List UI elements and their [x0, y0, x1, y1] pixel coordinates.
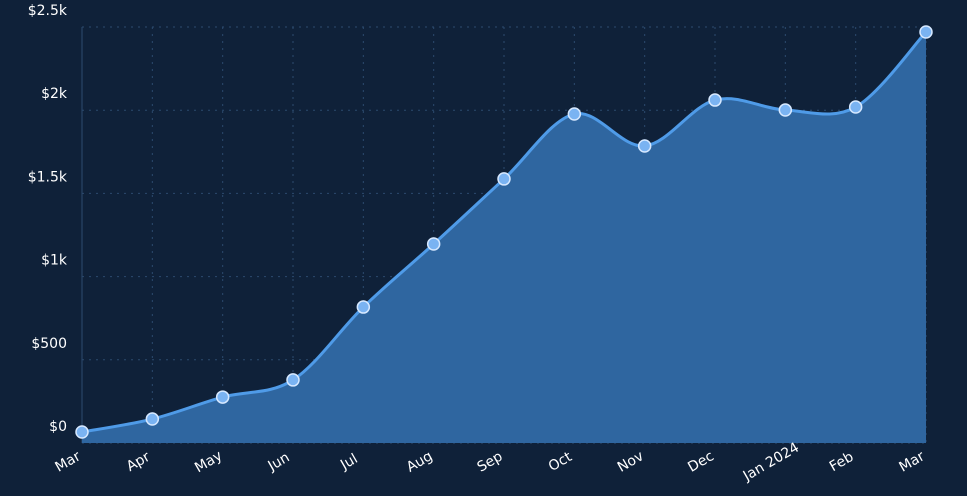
x-tick-label: Mar	[897, 448, 928, 475]
point	[778, 103, 793, 117]
point	[848, 100, 863, 114]
point	[145, 412, 160, 426]
y-tick-label: $500	[31, 336, 67, 352]
point	[637, 139, 652, 153]
x-tick-label: Apr	[124, 449, 153, 475]
point	[215, 390, 230, 404]
area	[82, 31, 926, 443]
x-tick-label: Jun	[265, 450, 293, 475]
x-tick-label: Sep	[475, 448, 506, 475]
y-tick-label: $2k	[41, 86, 68, 102]
point	[708, 93, 722, 107]
x-tick-label: Feb	[827, 449, 857, 475]
point	[567, 107, 582, 121]
y-tick-label: $1k	[41, 253, 68, 269]
x-tick-label: Jan 2024	[740, 440, 802, 485]
x-tick-label: Mar	[53, 448, 84, 475]
x-tick-label: Dec	[685, 448, 716, 475]
x-tick-label: Oct	[546, 449, 575, 475]
x-tick-label: May	[192, 448, 225, 476]
point	[426, 237, 441, 251]
y-tick-label: $0	[49, 419, 67, 435]
point	[356, 300, 371, 314]
point	[497, 172, 511, 186]
point	[919, 25, 933, 39]
x-tick-label: Nov	[615, 448, 647, 476]
x-tick-label: Aug	[404, 448, 436, 476]
y-tick-label: $1.5k	[28, 169, 68, 185]
x-tick-label: Jul	[337, 451, 361, 474]
point	[286, 373, 300, 387]
point	[75, 425, 89, 439]
y-tick-label: $2.5k	[28, 3, 68, 19]
